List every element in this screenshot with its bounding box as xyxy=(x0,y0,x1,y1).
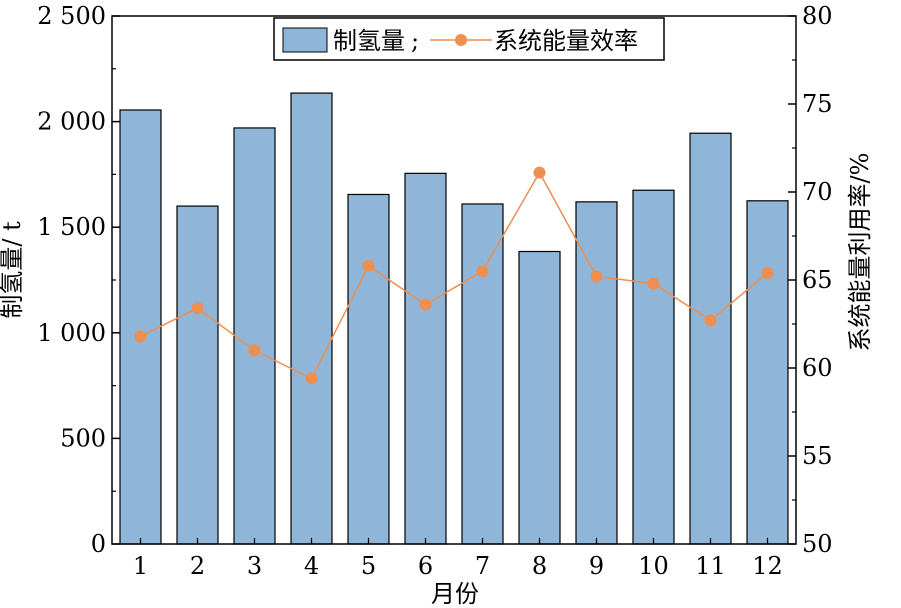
line-series-efficiency xyxy=(134,166,774,385)
x-tick-label: 10 xyxy=(638,552,669,580)
legend-bar-label: 制氢量 xyxy=(333,27,405,55)
efficiency-point-month-2 xyxy=(191,302,204,315)
x-tick-label: 2 xyxy=(190,552,205,580)
efficiency-point-month-11 xyxy=(704,314,717,327)
y2-tick-label: 60 xyxy=(802,354,833,382)
legend-box xyxy=(273,17,665,61)
x-tick-label: 12 xyxy=(752,552,783,580)
legend-separator: ; xyxy=(411,27,419,55)
y-tick-label: 1 000 xyxy=(37,319,106,347)
y2-tick-label: 80 xyxy=(802,2,833,30)
y-tick-label: 0 xyxy=(91,530,106,558)
bar-month-11 xyxy=(689,132,732,545)
y-axis-title: 制氢量/ t xyxy=(0,221,26,319)
x-axis-title: 月份 xyxy=(431,580,479,608)
x-tick-label: 7 xyxy=(475,552,490,580)
legend-bar-swatch xyxy=(282,27,328,53)
efficiency-point-month-3 xyxy=(248,344,261,357)
efficiency-point-month-10 xyxy=(647,277,660,290)
y-tick-label: 2 500 xyxy=(37,2,106,30)
bar-month-8 xyxy=(518,250,561,545)
y2-tick-label: 50 xyxy=(802,530,833,558)
x-tick-label: 3 xyxy=(247,552,262,580)
efficiency-point-month-1 xyxy=(134,330,147,343)
x-tick-label: 11 xyxy=(695,552,726,580)
x-tick-label: 6 xyxy=(418,552,433,580)
bar-series-hydrogen xyxy=(119,92,789,545)
bar-month-7 xyxy=(461,203,504,545)
y2-tick-label: 75 xyxy=(802,90,833,118)
bar-month-10 xyxy=(632,189,675,545)
y2-tick-label: 65 xyxy=(802,266,833,294)
bar-month-1 xyxy=(119,109,162,545)
legend: 制氢量 ; 系统能量效率 xyxy=(273,17,665,61)
efficiency-line xyxy=(140,171,768,380)
y2-tick-label: 55 xyxy=(802,442,833,470)
bar-month-12 xyxy=(746,200,789,545)
efficiency-point-month-5 xyxy=(362,259,375,272)
x-tick-label: 8 xyxy=(532,552,547,580)
y-tick-label: 500 xyxy=(60,424,106,452)
efficiency-point-month-12 xyxy=(761,266,774,279)
y-tick-label: 1 500 xyxy=(37,213,106,241)
bar-month-6 xyxy=(404,172,447,545)
y-tick-label: 2 000 xyxy=(37,108,106,136)
legend-line-marker xyxy=(455,34,467,46)
bar-month-2 xyxy=(176,205,219,545)
x-tick-label: 9 xyxy=(589,552,604,580)
efficiency-point-month-8 xyxy=(533,166,546,179)
legend-line-label: 系统能量效率 xyxy=(494,27,638,55)
efficiency-point-month-7 xyxy=(476,265,489,278)
efficiency-point-month-9 xyxy=(590,270,603,283)
bar-month-9 xyxy=(575,201,618,545)
x-tick-label: 5 xyxy=(361,552,376,580)
y2-tick-label: 70 xyxy=(802,178,833,206)
y2-axis-title: 系统能量利用率/% xyxy=(846,153,874,352)
x-tick-label: 1 xyxy=(133,552,148,580)
bar-month-5 xyxy=(347,193,390,545)
x-tick-label: 4 xyxy=(304,552,319,580)
efficiency-point-month-6 xyxy=(419,298,432,311)
bar-month-4 xyxy=(290,92,333,545)
efficiency-point-month-4 xyxy=(305,372,318,385)
bar-month-3 xyxy=(233,127,276,545)
